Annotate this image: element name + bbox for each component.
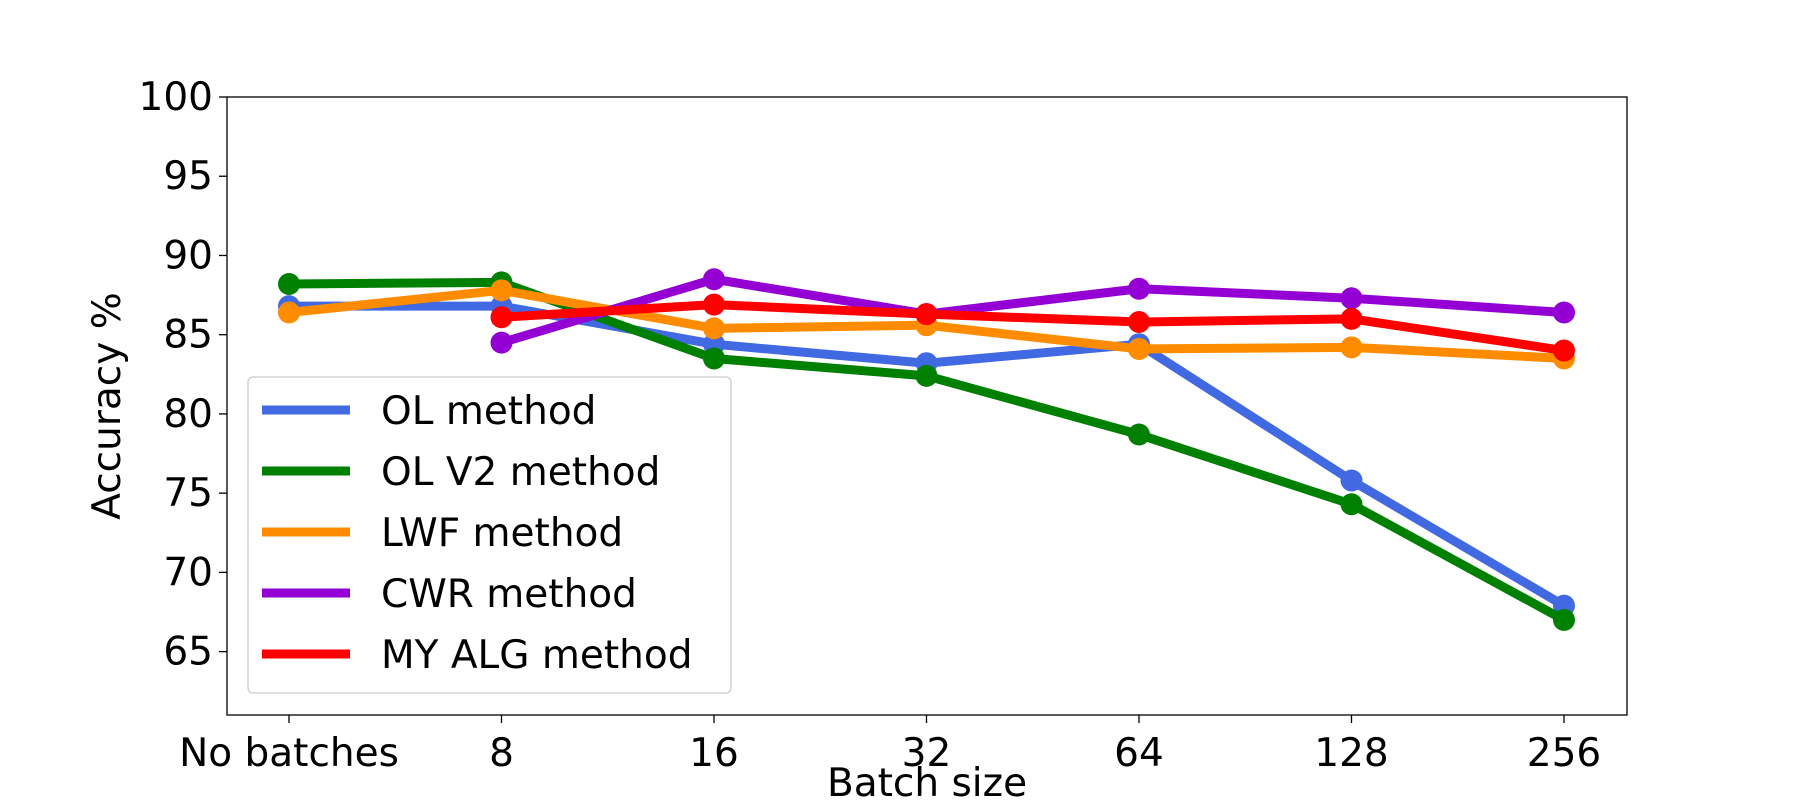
- data-point: [490, 331, 513, 354]
- data-point: [1340, 493, 1363, 516]
- series-lwf-method: [278, 279, 1575, 370]
- legend-label: OL method: [381, 389, 596, 434]
- x-tick-label: 32: [902, 731, 952, 776]
- y-tick-label: 85: [163, 313, 213, 358]
- x-tick-label: No batches: [179, 731, 399, 776]
- data-point: [1553, 339, 1575, 362]
- data-point: [1340, 287, 1363, 310]
- data-point: [915, 364, 938, 387]
- legend-label: LWF method: [381, 511, 623, 556]
- data-point: [915, 303, 938, 326]
- legend: OL method OL V2 method LWF method CWR metho…: [247, 376, 732, 694]
- y-tick-label: 90: [163, 233, 213, 278]
- series-my-alg-method: [490, 293, 1575, 362]
- legend-label: CWR method: [381, 572, 637, 617]
- x-tick-label: 16: [689, 731, 739, 776]
- data-point: [1553, 301, 1575, 324]
- x-tick-label: 128: [1314, 731, 1388, 776]
- y-tick-label: 70: [163, 550, 213, 595]
- data-point: [1128, 311, 1150, 334]
- data-point: [490, 279, 513, 302]
- x-axis: No batches 8 16 32 64 128 256: [179, 715, 1601, 776]
- y-tick-label: 80: [163, 392, 213, 437]
- data-point: [703, 347, 725, 370]
- data-point: [278, 301, 300, 324]
- x-axis-label: Batch size: [827, 761, 1027, 800]
- data-point: [1553, 608, 1575, 631]
- data-point: [703, 293, 725, 316]
- series-line: [497, 300, 1569, 356]
- legend-label: MY ALG method: [381, 633, 693, 678]
- y-tick-label: 100: [139, 75, 213, 120]
- data-point: [1340, 469, 1363, 492]
- data-point: [278, 272, 300, 295]
- y-tick-label: 65: [163, 630, 213, 675]
- data-point: [1340, 307, 1363, 330]
- data-point: [490, 306, 513, 329]
- legend-box: [247, 376, 732, 694]
- x-tick-label: 256: [1527, 731, 1601, 776]
- legend-label: OL V2 method: [381, 450, 660, 495]
- series-line: [497, 274, 1569, 348]
- data-point: [1128, 337, 1150, 360]
- data-point: [1340, 336, 1363, 359]
- data-point: [1128, 277, 1150, 300]
- y-axis-label: Accuracy %: [85, 292, 130, 520]
- x-tick-label: 8: [489, 731, 514, 776]
- data-point: [703, 317, 725, 340]
- data-point: [703, 268, 725, 291]
- y-tick-label: 95: [163, 154, 213, 199]
- series-layer: [278, 268, 1575, 631]
- y-axis: 65 70 75 80 85 90 95 100: [139, 75, 227, 675]
- x-tick-label: 64: [1114, 731, 1164, 776]
- data-point: [1128, 423, 1150, 446]
- y-tick-label: 75: [163, 471, 213, 516]
